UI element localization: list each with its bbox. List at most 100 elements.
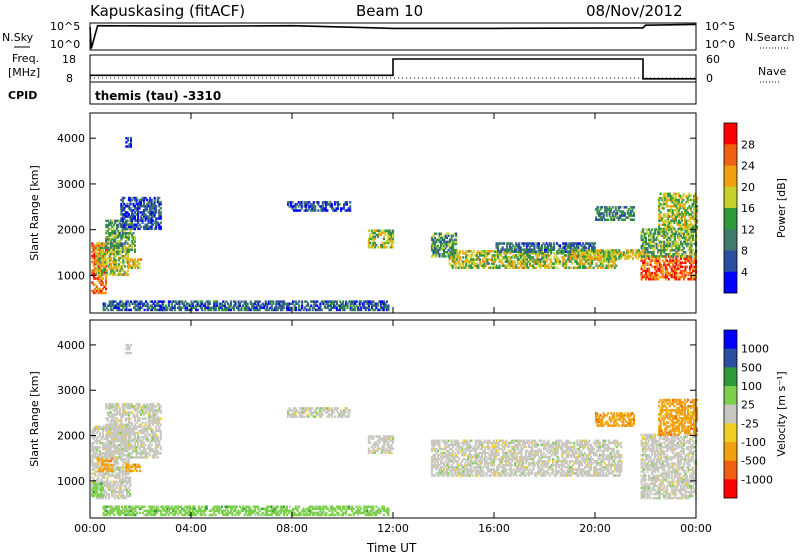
power-cell [574,246,577,249]
power-cell [333,201,337,204]
power-cell [676,200,679,204]
power-cell [659,202,662,206]
power-cell [487,258,491,261]
power-cell [95,248,98,252]
power-cell [578,242,581,245]
power-cell [687,238,690,242]
velocity-cell [132,427,135,431]
power-cell [153,205,156,208]
power-cell [562,258,565,261]
power-cell [649,232,652,235]
power-cell [108,223,111,227]
power-cell [150,205,153,208]
power-cell [329,306,333,310]
power-cell [500,250,503,253]
power-cell [123,265,126,268]
power-cell [666,253,669,256]
velocity-cell [111,492,114,496]
velocity-cell [117,425,120,429]
power-cell [492,256,495,259]
power-cell [648,228,651,231]
power-cell [339,306,342,310]
power-colorbar-swatch [724,271,737,294]
power-cell [125,308,128,312]
power-cell [521,266,524,269]
power-cell [466,250,469,253]
power-cell [438,253,441,256]
velocity-cell [137,465,140,469]
power-cell [661,251,664,254]
power-cell [169,308,172,312]
power-cell [509,264,512,267]
power-cell [495,254,498,257]
velocity-cell [121,472,124,475]
power-cell [108,267,111,270]
velocity-cell [106,492,109,496]
power-cell [332,209,335,212]
power-cell [364,308,367,312]
power-cell [516,258,519,261]
power-cell [254,302,257,305]
power-cell [370,246,373,249]
power-cell [161,300,164,303]
power-cell [545,250,548,253]
velocity-cell [112,413,115,416]
power-cell [531,248,535,251]
power-cell [649,230,652,233]
power-cell [661,244,664,248]
power-cell [101,271,104,274]
power-cell [657,278,660,281]
power-cell [569,248,572,251]
power-cell [684,236,687,240]
power-cell [685,194,688,198]
power-cell [663,261,666,264]
velocity-cell [95,448,98,451]
power-cell [169,300,172,303]
power-cell [667,192,670,196]
power-cell [152,207,155,210]
velocity-cell [98,484,101,488]
power-cell [524,266,527,269]
velocity-cell [127,452,130,455]
velocity-cell [140,431,143,435]
power-cell [578,264,581,267]
power-cell [610,253,613,256]
power-cell [693,194,696,198]
velocity-cell [107,466,111,469]
power-cell [572,256,575,259]
velocity-cell [129,425,132,429]
power-cell [251,304,254,307]
power-cell [112,223,115,227]
power-cell [117,223,120,227]
power-cell [504,258,507,261]
power-cell [662,194,665,198]
power-cell [95,287,98,291]
power-cell [577,246,580,249]
velocity-cell [97,456,100,459]
power-cell [370,243,373,247]
power-cell [372,229,375,232]
velocity-cell [115,421,118,424]
power-cell [232,304,236,307]
velocity-cell [120,437,123,441]
power-cell [536,260,539,263]
velocity-cell [108,407,111,410]
power-cell [652,234,655,237]
power-cell [134,302,137,305]
power-cell [138,200,141,204]
velocity-cell [115,486,118,490]
velocity-cell [92,448,95,451]
power-cell [222,304,225,307]
velocity-cell [111,423,114,426]
power-cell [155,219,158,222]
velocity-cell [121,427,124,431]
power-cell [125,304,128,307]
velocity-cell [114,407,117,410]
power-cell [609,255,612,258]
power-cell [450,248,453,252]
power-cell [483,254,486,257]
velocity-cell [132,437,135,441]
velocity-cell [123,472,126,475]
power-cell [670,275,673,279]
velocity-cell [123,407,126,410]
